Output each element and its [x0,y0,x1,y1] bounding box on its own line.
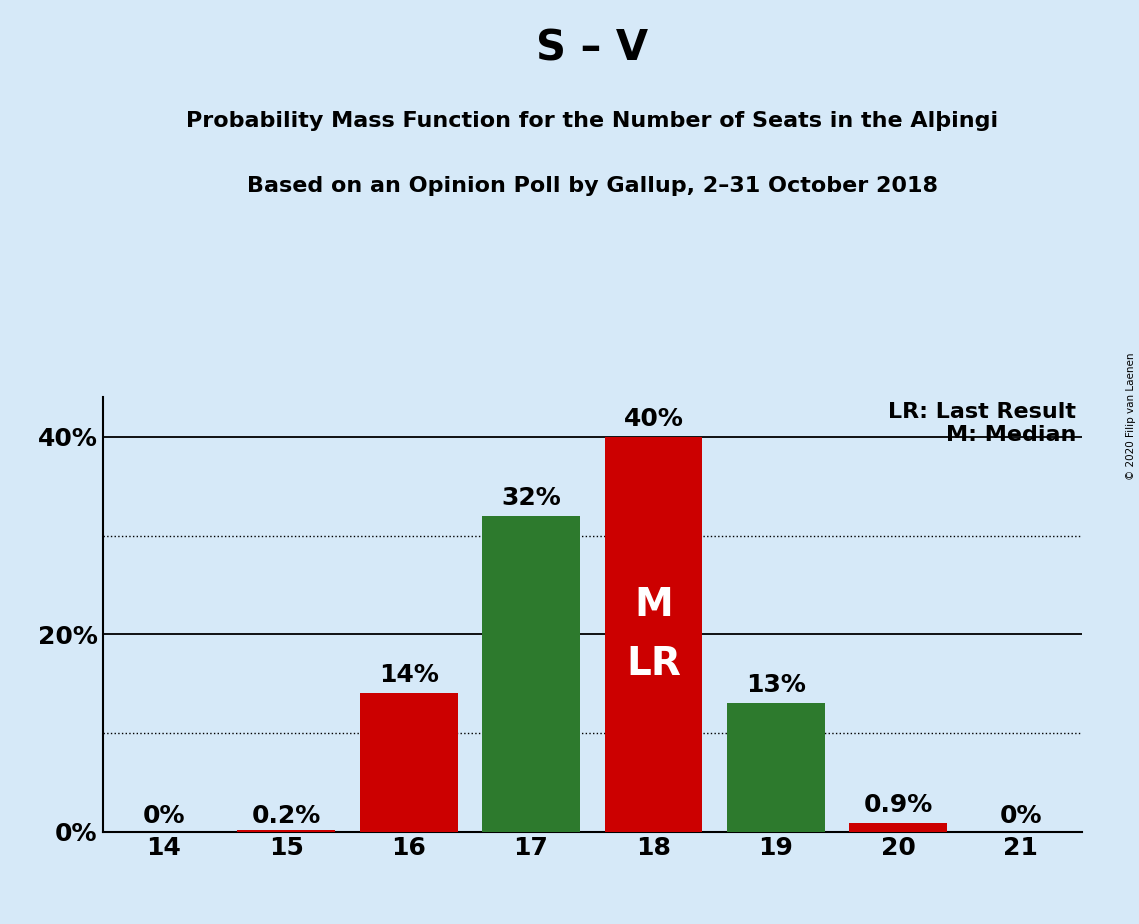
Text: 0.9%: 0.9% [863,793,933,817]
Text: M: Median: M: Median [945,425,1076,445]
Text: S – V: S – V [536,28,648,69]
Text: LR: Last Result: LR: Last Result [888,402,1076,422]
Text: © 2020 Filip van Laenen: © 2020 Filip van Laenen [1126,352,1136,480]
Text: Probability Mass Function for the Number of Seats in the Alþingi: Probability Mass Function for the Number… [186,111,999,131]
Text: M: M [634,586,673,624]
Text: 0%: 0% [1000,804,1042,828]
Text: 32%: 32% [501,486,560,510]
Text: 40%: 40% [623,407,683,431]
Bar [850,822,948,832]
Text: 14%: 14% [378,663,439,687]
Text: Based on an Opinion Poll by Gallup, 2–31 October 2018: Based on an Opinion Poll by Gallup, 2–31… [247,176,937,196]
Bar [605,437,703,832]
Bar [360,693,458,832]
Bar [727,703,825,832]
Text: 0%: 0% [142,804,185,828]
Bar [237,830,335,832]
Text: LR: LR [626,645,681,683]
Bar [482,516,580,832]
Text: 13%: 13% [746,674,806,698]
Text: 0.2%: 0.2% [252,804,321,828]
